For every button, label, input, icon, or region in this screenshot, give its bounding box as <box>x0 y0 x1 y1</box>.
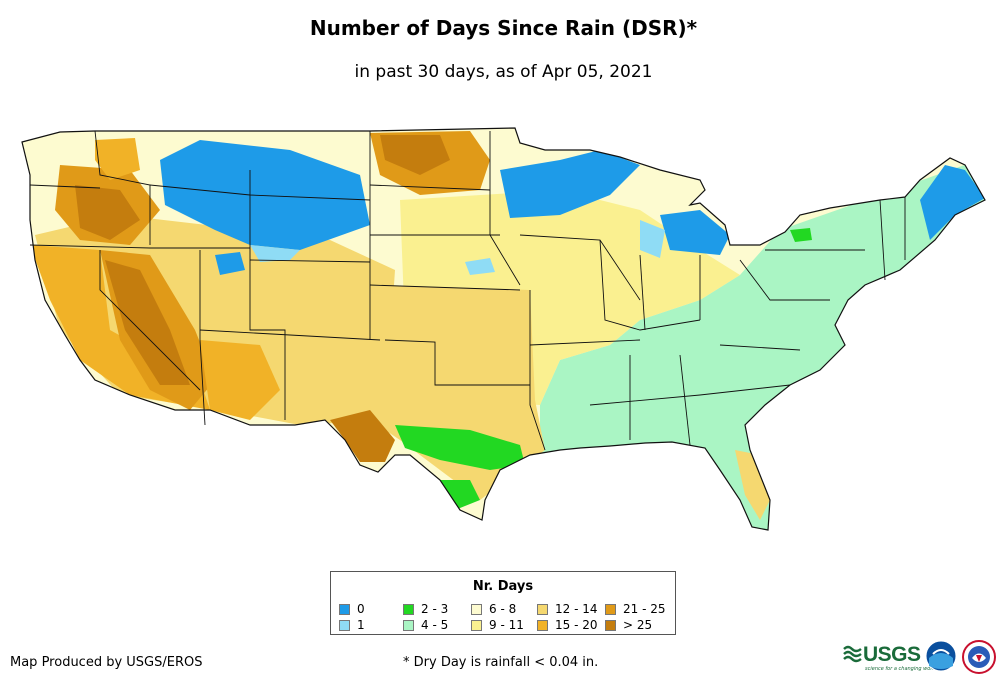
usgs-wordmark: USGS <box>863 643 921 666</box>
legend-label: 2 - 3 <box>421 602 449 616</box>
legend-item-4: 6 - 8 <box>471 603 516 615</box>
legend-swatch <box>403 619 414 631</box>
legend-swatch <box>471 603 482 615</box>
usgs-logo: USGS science for a changing world <box>843 643 937 672</box>
legend-swatch <box>537 603 548 615</box>
legend-swatch <box>403 603 414 615</box>
legend-label: 12 - 14 <box>555 602 598 616</box>
legend-swatch <box>537 619 548 631</box>
map-subtitle: in past 30 days, as of Apr 05, 2021 <box>354 62 653 82</box>
noaa-logo <box>925 640 957 672</box>
dsr-map <box>21 127 986 531</box>
legend-item-0: 0 <box>339 603 365 615</box>
legend-item-5: 9 - 11 <box>471 619 524 631</box>
legend-label: > 25 <box>623 618 653 632</box>
legend-label: 21 - 25 <box>623 602 666 616</box>
legend-label: 9 - 11 <box>489 618 524 632</box>
legend-title: Nr. Days <box>472 579 534 594</box>
legend-swatch <box>605 619 616 631</box>
legend-item-7: 15 - 20 <box>537 619 598 631</box>
legend-item-8: 21 - 25 <box>605 603 666 615</box>
legend-label: 4 - 5 <box>421 618 449 632</box>
legend-swatch <box>339 619 350 631</box>
dry-day-footnote: * Dry Day is rainfall < 0.04 in. <box>403 655 599 670</box>
legend: Nr. Days 0 1 2 - 3 4 - 5 6 - 8 9 - 11 12… <box>330 571 676 635</box>
legend-label: 6 - 8 <box>489 602 517 616</box>
legend-item-2: 2 - 3 <box>403 603 448 615</box>
legend-swatch <box>339 603 350 615</box>
legend-label: 15 - 20 <box>555 618 598 632</box>
legend-item-6: 12 - 14 <box>537 603 598 615</box>
usgs-tagline: science for a changing world <box>865 666 937 672</box>
producer-credit: Map Produced by USGS/EROS <box>10 655 203 670</box>
usgs-wave-icon <box>843 645 862 663</box>
map-title: Number of Days Since Rain (DSR)* <box>309 16 698 40</box>
legend-label: 0 <box>357 602 365 616</box>
legend-swatch <box>471 619 482 631</box>
nws-logo <box>962 640 996 674</box>
legend-item-3: 4 - 5 <box>403 619 448 631</box>
legend-item-9: > 25 <box>605 619 652 631</box>
legend-item-1: 1 <box>339 619 365 631</box>
legend-label: 1 <box>357 618 365 632</box>
legend-swatch <box>605 603 616 615</box>
